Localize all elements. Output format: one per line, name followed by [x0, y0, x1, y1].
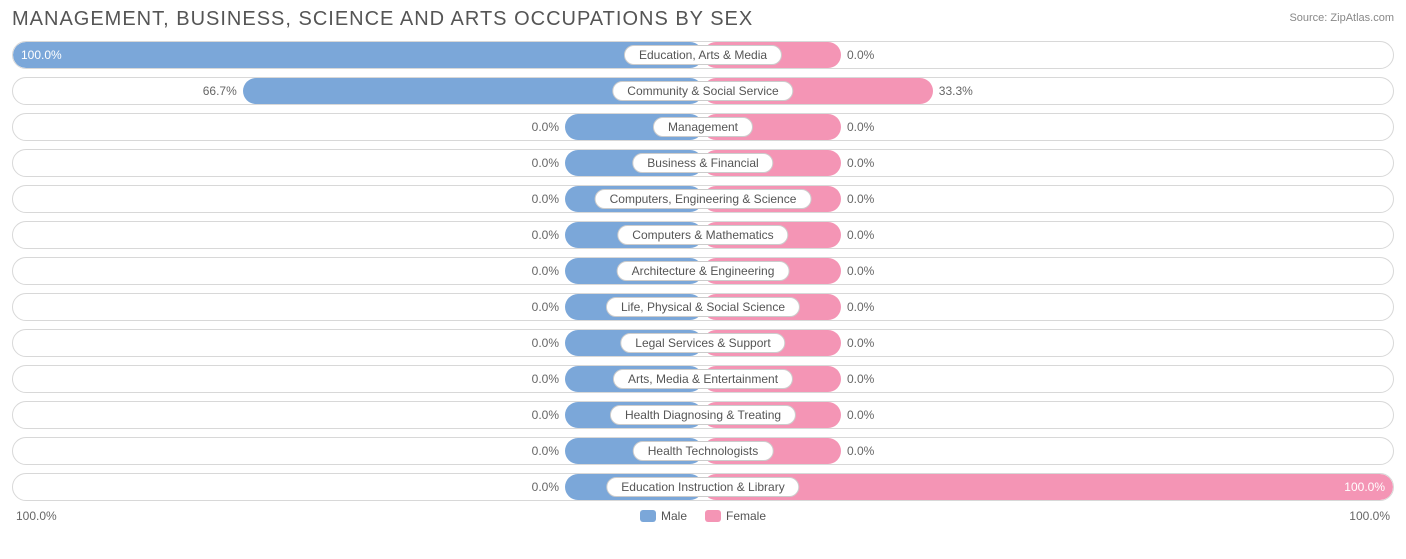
bar-half-female: 100.0%	[703, 474, 1393, 500]
bar-row: 100.0% 0.0% Education, Arts & Media	[12, 41, 1394, 69]
axis-row: 100.0% Male Female 100.0%	[12, 509, 1394, 523]
pct-label-female: 0.0%	[847, 300, 874, 314]
bar-half-female: 0.0%	[703, 114, 1393, 140]
category-label: Health Technologists	[633, 441, 774, 461]
pct-label-female: 0.0%	[847, 264, 874, 278]
bar-row: 0.0% 0.0% Life, Physical & Social Science	[12, 293, 1394, 321]
bar-fill-female	[703, 474, 1393, 500]
bar-half-female: 0.0%	[703, 330, 1393, 356]
bar-row: 0.0% 0.0% Arts, Media & Entertainment	[12, 365, 1394, 393]
pct-label-male: 0.0%	[532, 408, 559, 422]
bar-half-male: 0.0%	[13, 258, 703, 284]
bar-fill-male	[13, 42, 703, 68]
pct-label-female: 33.3%	[939, 84, 973, 98]
pct-label-male: 100.0%	[21, 48, 62, 62]
pct-label-female: 0.0%	[847, 48, 874, 62]
pct-label-male: 0.0%	[532, 336, 559, 350]
legend-swatch-female	[705, 510, 721, 522]
bar-half-male: 0.0%	[13, 222, 703, 248]
bar-half-male: 66.7%	[13, 78, 703, 104]
category-label: Architecture & Engineering	[617, 261, 790, 281]
chart-title: MANAGEMENT, BUSINESS, SCIENCE AND ARTS O…	[12, 8, 753, 31]
bar-row: 0.0% 0.0% Architecture & Engineering	[12, 257, 1394, 285]
legend: Male Female	[640, 509, 766, 523]
bar-half-female: 0.0%	[703, 438, 1393, 464]
legend-label-female: Female	[726, 509, 766, 523]
legend-item-male: Male	[640, 509, 687, 523]
source-label: Source:	[1289, 12, 1327, 24]
category-label: Computers & Mathematics	[617, 225, 788, 245]
bar-half-female: 0.0%	[703, 150, 1393, 176]
category-label: Legal Services & Support	[620, 333, 785, 353]
pct-label-male: 0.0%	[532, 120, 559, 134]
category-label: Business & Financial	[632, 153, 773, 173]
bar-half-male: 0.0%	[13, 150, 703, 176]
bar-row: 0.0% 0.0% Legal Services & Support	[12, 329, 1394, 357]
bar-row: 0.0% 0.0% Health Technologists	[12, 437, 1394, 465]
axis-right-label: 100.0%	[1349, 509, 1390, 523]
legend-label-male: Male	[661, 509, 687, 523]
axis-left-label: 100.0%	[16, 509, 57, 523]
category-label: Education, Arts & Media	[624, 45, 782, 65]
pct-label-male: 66.7%	[203, 84, 237, 98]
category-label: Life, Physical & Social Science	[606, 297, 800, 317]
bar-half-female: 0.0%	[703, 258, 1393, 284]
bar-half-male: 0.0%	[13, 438, 703, 464]
pct-label-female: 0.0%	[847, 444, 874, 458]
legend-item-female: Female	[705, 509, 766, 523]
category-label: Education Instruction & Library	[606, 477, 799, 497]
bar-half-male: 0.0%	[13, 366, 703, 392]
bar-half-male: 0.0%	[13, 294, 703, 320]
bar-row: 0.0% 0.0% Computers & Mathematics	[12, 221, 1394, 249]
pct-label-male: 0.0%	[532, 192, 559, 206]
source-name: ZipAtlas.com	[1330, 12, 1394, 24]
pct-label-male: 0.0%	[532, 156, 559, 170]
bar-half-female: 0.0%	[703, 294, 1393, 320]
category-label: Health Diagnosing & Treating	[610, 405, 796, 425]
bar-half-male: 0.0%	[13, 474, 703, 500]
pct-label-female: 0.0%	[847, 120, 874, 134]
bar-half-male: 100.0%	[13, 42, 703, 68]
bar-half-male: 0.0%	[13, 114, 703, 140]
header-row: MANAGEMENT, BUSINESS, SCIENCE AND ARTS O…	[12, 8, 1394, 31]
category-label: Computers, Engineering & Science	[595, 189, 812, 209]
bar-row: 0.0% 0.0% Health Diagnosing & Treating	[12, 401, 1394, 429]
bar-half-female: 0.0%	[703, 222, 1393, 248]
chart-container: MANAGEMENT, BUSINESS, SCIENCE AND ARTS O…	[0, 0, 1406, 527]
category-label: Arts, Media & Entertainment	[613, 369, 793, 389]
pct-label-female: 0.0%	[847, 408, 874, 422]
bar-half-female: 33.3%	[703, 78, 1393, 104]
pct-label-male: 0.0%	[532, 444, 559, 458]
pct-label-female: 0.0%	[847, 228, 874, 242]
pct-label-female: 0.0%	[847, 336, 874, 350]
category-label: Community & Social Service	[612, 81, 793, 101]
pct-label-female: 100.0%	[1344, 480, 1385, 494]
legend-swatch-male	[640, 510, 656, 522]
bar-half-female: 0.0%	[703, 402, 1393, 428]
category-label: Management	[653, 117, 753, 137]
pct-label-male: 0.0%	[532, 228, 559, 242]
bar-row: 0.0% 100.0% Education Instruction & Librar…	[12, 473, 1394, 501]
bar-half-female: 0.0%	[703, 42, 1393, 68]
bar-half-male: 0.0%	[13, 402, 703, 428]
bar-half-female: 0.0%	[703, 366, 1393, 392]
bar-row: 0.0% 0.0% Computers, Engineering & Science	[12, 185, 1394, 213]
pct-label-male: 0.0%	[532, 372, 559, 386]
pct-label-male: 0.0%	[532, 300, 559, 314]
pct-label-male: 0.0%	[532, 480, 559, 494]
pct-label-female: 0.0%	[847, 372, 874, 386]
pct-label-female: 0.0%	[847, 156, 874, 170]
bar-half-male: 0.0%	[13, 330, 703, 356]
source-attribution: Source: ZipAtlas.com	[1289, 12, 1394, 24]
chart-area: 100.0% 0.0% Education, Arts & Media 66.7% 33…	[12, 41, 1394, 501]
bar-row: 0.0% 0.0% Management	[12, 113, 1394, 141]
pct-label-male: 0.0%	[532, 264, 559, 278]
bar-row: 0.0% 0.0% Business & Financial	[12, 149, 1394, 177]
pct-label-female: 0.0%	[847, 192, 874, 206]
bar-row: 66.7% 33.3% Community & Social Service	[12, 77, 1394, 105]
